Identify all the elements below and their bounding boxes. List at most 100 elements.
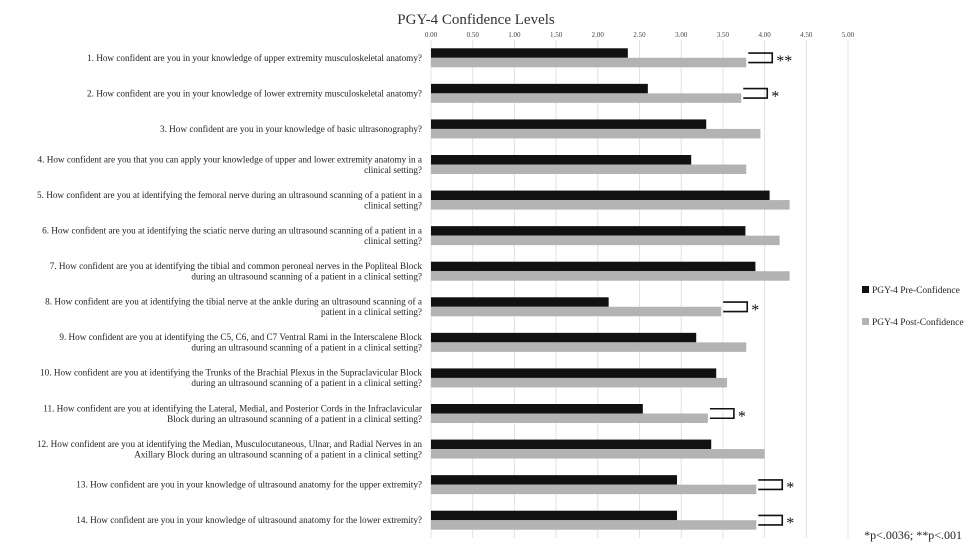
- category-label-line: 10. How confident are you at identifying…: [40, 368, 422, 378]
- bar-pre: [431, 368, 717, 378]
- category-label-line: during an ultrasound scanning of a patie…: [191, 271, 422, 281]
- category-label: 12. How confident are you at identifying…: [37, 439, 423, 460]
- bar-pre: [431, 510, 678, 521]
- category-label-line: Axillary Block during an ultrasound scan…: [134, 449, 422, 459]
- bar-post: [431, 235, 780, 246]
- x-tick-label: 3.00: [675, 31, 688, 39]
- bar-pre: [431, 190, 770, 201]
- category-label-line: patient in a clinical setting?: [321, 307, 422, 317]
- category-label: 3. How confident are you in your knowled…: [160, 124, 422, 134]
- bar-post: [431, 164, 747, 174]
- legend-swatch: [862, 286, 869, 293]
- x-tick-label: 0.00: [425, 31, 438, 39]
- legend-label: PGY-4 Pre-Confidence: [872, 285, 960, 296]
- category-label-line: 13. How confident are you in your knowle…: [76, 480, 422, 490]
- chart-title: PGY-4 Confidence Levels: [397, 12, 555, 28]
- category-label: 13. How confident are you in your knowle…: [76, 480, 422, 490]
- x-tick-label: 2.00: [592, 31, 605, 39]
- significance-footnote: *p<.0036; **p<.001: [864, 528, 962, 542]
- category-label: 7. How confident are you at identifying …: [50, 261, 423, 282]
- category-label: 4. How confident are you that you can ap…: [38, 154, 422, 175]
- bar-pre: [431, 155, 692, 165]
- category-label: 8. How confident are you at identifying …: [45, 297, 422, 318]
- category-label-line: 7. How confident are you at identifying …: [50, 261, 423, 271]
- significance-bracket: [723, 301, 749, 313]
- category-label-line: 11. How confident are you at identifying…: [43, 403, 422, 413]
- bar-post: [431, 57, 747, 68]
- bar-pre: [431, 297, 609, 307]
- x-tick-label: 4.00: [758, 31, 771, 39]
- bar-post: [431, 377, 728, 388]
- significance-stars: **: [776, 53, 792, 70]
- bar-pre: [431, 48, 628, 58]
- category-label-line: 5. How confident are you at identifying …: [37, 190, 422, 200]
- bar-post: [431, 306, 722, 317]
- bar-pre: [431, 475, 678, 485]
- bar-post: [431, 520, 757, 530]
- x-tick-label: 2.50: [633, 31, 646, 39]
- significance-bracket: [743, 87, 769, 99]
- category-label-line: clinical setting?: [364, 236, 422, 246]
- significance-bracket: [709, 407, 735, 420]
- category-label-line: during an ultrasound scanning of a patie…: [191, 343, 422, 353]
- x-axis-ticks: 0.00 0.50 1.00 1.50 2.00 2.50 3.00 3.50 4.00 4.50…: [425, 31, 855, 39]
- bar-pre: [431, 83, 648, 94]
- category-label-line: 6. How confident are you at identifying …: [42, 225, 422, 235]
- significance-bracket: [748, 52, 774, 64]
- bar-post: [431, 200, 790, 210]
- category-label-line: during an ultrasound scanning of a patie…: [191, 378, 422, 388]
- bar-post: [431, 128, 761, 139]
- significance-markers: *******: [709, 52, 794, 532]
- significance-bracket: [758, 479, 784, 491]
- category-label: 10. How confident are you at identifying…: [40, 368, 422, 389]
- bar-pre: [431, 404, 643, 414]
- category-label: 6. How confident are you at identifying …: [42, 225, 422, 246]
- bar-pre: [431, 332, 697, 343]
- category-label-line: Block during an ultrasound scanning of a…: [167, 414, 422, 424]
- bar-post: [431, 449, 765, 459]
- legend: PGY-4 Pre-Confidence PGY-4 Post-Confidenc…: [862, 285, 964, 328]
- category-label-line: 4. How confident are you that you can ap…: [38, 154, 422, 164]
- x-tick-label: 3.50: [717, 31, 730, 39]
- bar-post: [431, 413, 708, 423]
- category-label: 5. How confident are you at identifying …: [37, 190, 422, 211]
- bars: [431, 48, 790, 530]
- category-label: 1. How confident are you in your knowled…: [87, 53, 422, 63]
- category-label: 11. How confident are you at identifying…: [43, 403, 422, 424]
- bar-pre: [431, 119, 707, 129]
- legend-label: PGY-4 Post-Confidence: [872, 317, 964, 328]
- category-label-line: 12. How confident are you at identifying…: [37, 439, 423, 449]
- category-label-line: 2. How confident are you in your knowled…: [87, 88, 422, 98]
- x-tick-label: 1.50: [550, 31, 563, 39]
- significance-stars: *: [771, 88, 779, 105]
- significance-stars: *: [738, 409, 746, 426]
- category-label: 9. How confident are you at identifying …: [59, 332, 422, 353]
- x-tick-label: 4.50: [800, 31, 813, 39]
- significance-stars: *: [786, 515, 794, 532]
- bar-pre: [431, 226, 746, 236]
- gridlines: [430, 40, 849, 538]
- category-label-line: 3. How confident are you in your knowled…: [160, 124, 422, 134]
- category-label: 14. How confident are you in your knowle…: [76, 515, 422, 525]
- category-label-line: clinical setting?: [364, 200, 422, 210]
- category-label: 2. How confident are you in your knowled…: [87, 88, 422, 98]
- significance-stars: *: [751, 302, 759, 319]
- bar-post: [431, 342, 747, 352]
- category-labels: 1. How confident are you in your knowled…: [37, 53, 423, 525]
- x-tick-label: 0.50: [467, 31, 480, 39]
- legend-swatch: [862, 318, 869, 325]
- category-label-line: clinical setting?: [364, 165, 422, 175]
- category-label-line: 14. How confident are you in your knowle…: [76, 515, 422, 525]
- category-label-line: 9. How confident are you at identifying …: [59, 332, 422, 342]
- category-label-line: 8. How confident are you at identifying …: [45, 297, 422, 307]
- bar-pre: [431, 261, 756, 272]
- bar-post: [431, 484, 757, 495]
- x-tick-label: 1.00: [508, 31, 521, 39]
- x-tick-label: 5.00: [842, 31, 855, 39]
- significance-stars: *: [786, 480, 794, 497]
- bar-post: [431, 271, 790, 281]
- bar-pre: [431, 439, 712, 450]
- category-label-line: 1. How confident are you in your knowled…: [87, 53, 422, 63]
